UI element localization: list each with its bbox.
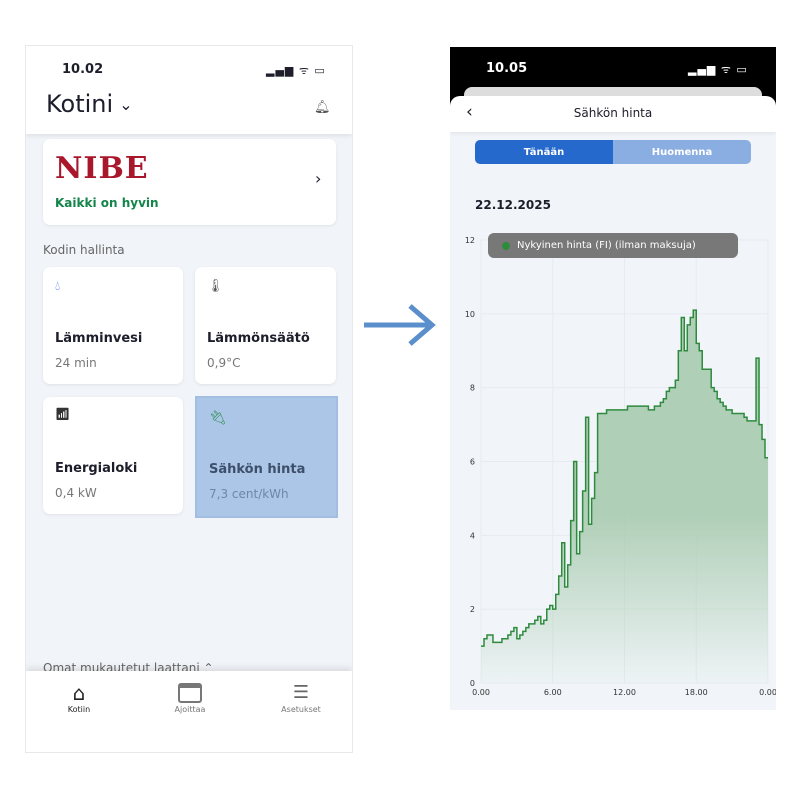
tile-electricity-price[interactable]: 🔌︎ Sähkön hinta 7,3 cent/kWh [195,396,338,518]
tile-value: 0,9°C [207,356,241,370]
y-tick-label: 2 [470,605,475,614]
tile-title: Lämminvesi [55,331,143,346]
nav-label: Kotiin [67,705,91,714]
home-icon: ⌂ [72,681,86,705]
x-tick-label: 6.00 [544,688,562,697]
y-tick-label: 8 [470,384,475,393]
x-tick-label: 18.00 [685,688,708,697]
chevron-right-icon: › [315,169,322,188]
home-selector[interactable]: Kotini ⌄ [46,90,133,118]
chevron-up-icon: ⌃ [203,661,214,675]
nav-settings[interactable]: ☰ Asetukset [261,681,341,714]
bottom-nav: ⌂ Kotiin Ajoittaa ☰ Asetukset [26,671,352,752]
tile-energy-log[interactable]: 📶︎ Energialoki 0,4 kW [43,397,183,514]
back-icon[interactable]: ‹ [466,102,473,122]
bell-icon[interactable]: 🔔︎ [314,100,331,115]
x-tick-label: 0.00 [759,688,776,697]
section-title: Kodin hallinta [43,243,125,257]
status-icons: ▂▄▆ ᯤ ▭ [266,64,326,77]
calendar-icon [178,683,202,703]
nibe-card[interactable]: NIBE Kaikki on hyvin › [43,139,336,225]
y-tick-label: 4 [470,531,475,540]
home-header: 10.02 ▂▄▆ ᯤ ▭ Kotini ⌄ 🔔︎ [26,46,352,134]
y-tick-label: 6 [470,458,475,467]
status-icons: ▂▄▆ ᯤ ▭ [688,63,748,76]
tab-today[interactable]: Tänään [475,140,613,164]
y-tick-label: 10 [465,310,475,319]
tile-title: Lämmönsäätö [207,331,310,346]
price-area [481,310,768,683]
price-chart: 0 2 4 6 8 10 12 0.00 6.00 12.00 18.00 0.00 [465,236,776,697]
price-header: ‹ Sähkön hinta [450,96,776,132]
y-tick-label: 0 [470,679,475,688]
chevron-down-icon: ⌄ [119,94,133,114]
price-line [481,309,768,647]
screen-title: Sähkön hinta [573,106,653,120]
status-time: 10.02 [62,62,104,77]
plug-icon: 🔌︎ [209,410,227,426]
x-tick-label: 0.00 [472,688,490,697]
chart-date: 22.12.2025 [475,198,551,212]
system-status: Kaikki on hyvin [55,196,159,210]
tile-hot-water[interactable]: 💧︎ Lämminvesi 24 min [43,267,183,384]
tile-value: 7,3 cent/kWh [209,487,289,501]
nav-schedule[interactable]: Ajoittaa [150,681,230,714]
sliders-icon: ☰ [292,682,310,703]
x-tick-label: 12.00 [613,688,636,697]
water-drop-icon: 💧︎ [55,279,61,294]
thermometer-icon: 🌡︎ [207,279,224,294]
tab-tomorrow[interactable]: Huomenna [613,140,751,164]
nav-home[interactable]: ⌂ Kotiin [39,681,119,714]
nibe-logo: NIBE [55,151,149,186]
nav-label: Asetukset [281,705,321,714]
day-tabs: Tänään Huomenna [475,140,751,164]
tile-title: Sähkön hinta [209,462,306,477]
tile-heating[interactable]: 🌡︎ Lämmönsäätö 0,9°C [195,267,336,384]
energy-chart-icon: 📶︎ [55,407,71,421]
tile-title: Energialoki [55,461,138,476]
legend-label: Nykyinen hinta (FI) (ilman maksuja) [517,240,696,251]
price-screen: 10.05 ▂▄▆ ᯤ ▭ ‹ Sähkön hinta Tänään Huom… [450,47,776,710]
tile-value: 0,4 kW [55,486,97,500]
home-title: Kotini [46,90,114,118]
status-time: 10.05 [486,61,528,76]
nav-label: Ajoittaa [174,705,206,714]
home-screen: 10.02 ▂▄▆ ᯤ ▭ Kotini ⌄ 🔔︎ NIBE Kaikki on… [25,45,353,753]
tile-value: 24 min [55,356,97,370]
arrow-right-icon [364,304,436,346]
y-tick-label: 12 [465,236,475,245]
legend-dot-icon [502,241,510,250]
chart-legend: Nykyinen hinta (FI) (ilman maksuja) [488,233,738,258]
